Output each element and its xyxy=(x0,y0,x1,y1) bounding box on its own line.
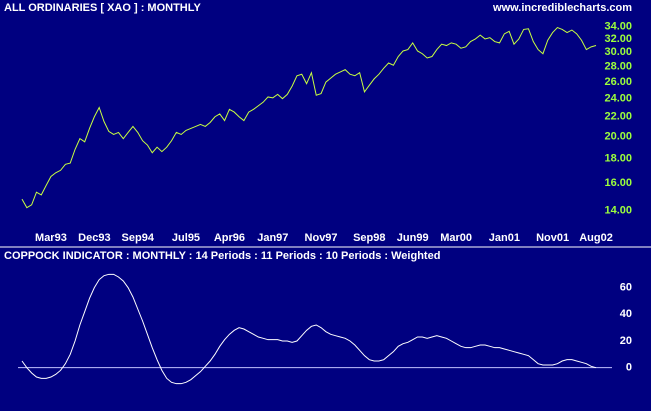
y-tick-label: 26.00 xyxy=(604,76,632,88)
data-line xyxy=(21,273,597,385)
x-tick-label: Jul95 xyxy=(172,232,200,244)
chart-title: ALL ORDINARIES [ XAO ] : MONTHLY xyxy=(4,2,201,14)
y-tick-label: 22.00 xyxy=(604,111,632,123)
y-tick-label: 28.00 xyxy=(604,61,632,73)
chart-title: COPPOCK INDICATOR : MONTHLY : 14 Periods… xyxy=(4,250,440,262)
y-tick-label: 16.00 xyxy=(604,177,632,189)
y-tick-label: 20.00 xyxy=(604,130,632,142)
y-tick-label: 32.00 xyxy=(604,33,632,45)
y-tick-label: 20 xyxy=(620,335,632,347)
x-tick-label: Dec93 xyxy=(78,232,110,244)
x-tick-label: Jan97 xyxy=(257,232,288,244)
y-tick-label: 18.00 xyxy=(604,152,632,164)
x-tick-label: Mar93 xyxy=(35,232,67,244)
x-tick-label: Aug02 xyxy=(579,232,613,244)
x-tick-label: Jan01 xyxy=(489,232,520,244)
y-tick-label: 14.00 xyxy=(604,205,632,217)
data-line xyxy=(21,26,597,209)
x-tick-label: Sep98 xyxy=(353,232,385,244)
y-tick-label: 34.00 xyxy=(604,20,632,32)
x-tick-label: Mar00 xyxy=(440,232,472,244)
x-tick-label: Nov97 xyxy=(305,232,338,244)
y-tick-label: 24.00 xyxy=(604,93,632,105)
y-tick-label: 0 xyxy=(626,362,632,374)
y-tick-label: 60 xyxy=(620,282,632,294)
x-tick-label: Sep94 xyxy=(122,232,155,244)
x-tick-label: Jun99 xyxy=(397,232,429,244)
x-tick-label: Nov01 xyxy=(536,232,569,244)
y-tick-label: 40 xyxy=(620,308,632,320)
watermark: www.incrediblecharts.com xyxy=(492,2,632,14)
x-tick-label: Apr96 xyxy=(214,232,245,244)
y-tick-label: 30.00 xyxy=(604,46,632,58)
